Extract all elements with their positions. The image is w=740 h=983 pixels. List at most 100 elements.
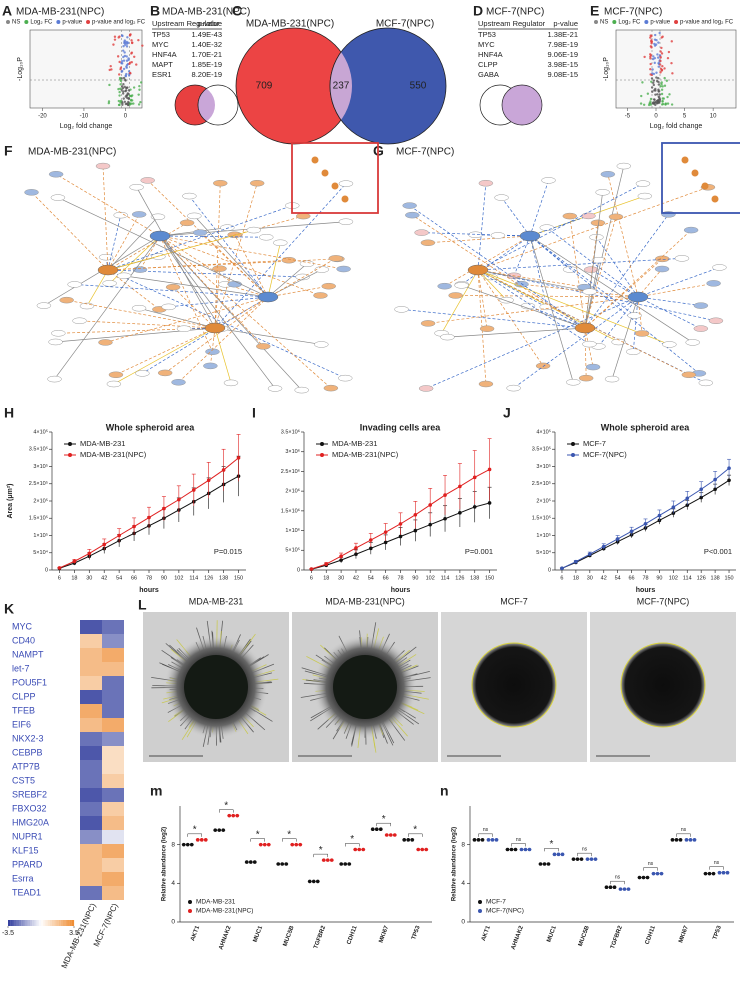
data-point bbox=[311, 879, 316, 884]
x-tick-label: 90 bbox=[161, 575, 167, 581]
volcano-point bbox=[137, 103, 141, 106]
x-tick-label: 102 bbox=[174, 575, 183, 581]
node bbox=[314, 341, 329, 348]
data-point bbox=[185, 842, 190, 847]
data-point bbox=[162, 506, 166, 511]
x-tick-label: 18 bbox=[323, 575, 329, 581]
volcano-point bbox=[122, 44, 125, 48]
x-tick-label: -10 bbox=[80, 114, 89, 120]
x-tick-label: 18 bbox=[71, 575, 77, 581]
heatmap-cell bbox=[102, 690, 124, 704]
data-point bbox=[147, 515, 151, 520]
node bbox=[323, 384, 339, 392]
panel-label: F bbox=[4, 143, 13, 159]
edge bbox=[412, 214, 586, 329]
heatmap-cell bbox=[102, 620, 124, 634]
colorbar-step bbox=[14, 920, 17, 926]
x-tick-label: 54 bbox=[615, 575, 621, 581]
function-node bbox=[681, 156, 689, 164]
data-point bbox=[472, 475, 477, 480]
legend-label: MDA-MB-231(NPC) bbox=[80, 450, 147, 459]
panel-title: MCF-7(NPC) bbox=[396, 147, 454, 158]
volcano-point bbox=[660, 88, 664, 91]
edge bbox=[637, 296, 643, 334]
volcano-point bbox=[652, 79, 656, 82]
legend-dot bbox=[674, 20, 679, 24]
edge bbox=[267, 285, 329, 298]
panel-title: MDA-MB-231(NPC) bbox=[162, 7, 250, 18]
x-tick-label: 78 bbox=[642, 575, 648, 581]
y-tick-label: 2×10⁵ bbox=[33, 497, 48, 504]
node bbox=[187, 212, 202, 220]
node bbox=[256, 343, 271, 350]
volcano-point bbox=[659, 84, 662, 88]
data-point bbox=[727, 478, 731, 483]
volcano-point bbox=[658, 63, 662, 66]
edge bbox=[513, 235, 531, 276]
row-label: ATP7B bbox=[12, 761, 40, 771]
volcano-point bbox=[651, 72, 654, 75]
x-tick-label: 114 bbox=[189, 575, 198, 581]
node bbox=[539, 224, 555, 231]
volcano-point bbox=[656, 56, 660, 59]
data-point bbox=[612, 885, 617, 889]
edge bbox=[607, 174, 639, 298]
node bbox=[662, 341, 677, 348]
sig-bracket bbox=[709, 866, 724, 870]
volcano-point bbox=[127, 102, 130, 105]
edge bbox=[107, 229, 254, 271]
volcano-point bbox=[123, 51, 126, 54]
volcano-point bbox=[658, 31, 661, 35]
volcano-point bbox=[132, 102, 135, 105]
node bbox=[468, 231, 483, 239]
data-point bbox=[383, 530, 388, 534]
volcano-point bbox=[649, 68, 652, 71]
node bbox=[47, 375, 62, 383]
y-tick-label: 8 bbox=[461, 841, 465, 848]
legend-dot bbox=[56, 20, 61, 24]
function-node bbox=[711, 195, 719, 203]
x-tick-label: 30 bbox=[338, 575, 344, 581]
volcano-point bbox=[649, 62, 652, 66]
colorbar-step bbox=[25, 920, 28, 926]
legend-marker bbox=[478, 909, 482, 913]
edge bbox=[584, 214, 669, 329]
node bbox=[24, 189, 39, 196]
panel-label: L bbox=[138, 597, 147, 613]
volcano-point bbox=[651, 90, 654, 93]
y-axis-label: -Log₁₀P bbox=[603, 57, 610, 81]
volcano-point bbox=[659, 56, 662, 59]
volcano-point bbox=[649, 97, 653, 101]
table-header: Upstream Regulator bbox=[152, 19, 220, 28]
x-tick-label: 90 bbox=[656, 575, 662, 581]
row-label: EIF6 bbox=[12, 719, 31, 729]
data-point bbox=[685, 496, 690, 501]
node bbox=[294, 386, 309, 394]
legend-marker bbox=[68, 453, 72, 457]
volcano-point bbox=[128, 34, 132, 37]
sig-bracket bbox=[282, 838, 297, 842]
y-tick-label: 4×10⁵ bbox=[33, 428, 48, 435]
edge bbox=[159, 235, 344, 270]
node bbox=[437, 282, 452, 290]
table-cell: 3.98E-15 bbox=[548, 60, 578, 69]
volcano-point bbox=[117, 99, 121, 103]
heatmap-cell bbox=[80, 718, 102, 732]
volcano-point bbox=[125, 40, 129, 44]
y-tick-label: 5×10⁴ bbox=[536, 549, 551, 556]
heatmap-cell bbox=[102, 662, 124, 676]
edge bbox=[425, 296, 639, 389]
venn-set-label: MCF-7(NPC) bbox=[376, 19, 434, 30]
volcano-point bbox=[641, 81, 644, 84]
volcano-point bbox=[141, 44, 144, 47]
node bbox=[171, 379, 186, 386]
node bbox=[182, 192, 197, 200]
edge bbox=[447, 327, 586, 338]
x-tick-label: 30 bbox=[86, 575, 92, 581]
edge bbox=[107, 214, 140, 271]
node bbox=[402, 202, 417, 209]
data-point bbox=[280, 862, 285, 866]
volcano-point bbox=[124, 79, 127, 82]
data-point bbox=[87, 551, 92, 556]
y-tick-label: 4×10⁵ bbox=[536, 428, 551, 435]
